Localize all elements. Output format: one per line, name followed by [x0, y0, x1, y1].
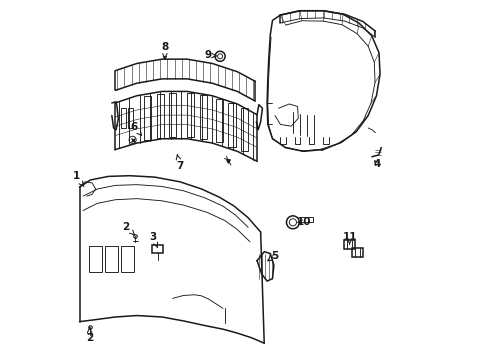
Bar — [228, 103, 235, 147]
Bar — [169, 93, 176, 137]
Bar — [104, 246, 118, 272]
Text: 5: 5 — [267, 251, 278, 261]
Bar — [121, 108, 126, 128]
Text: 7: 7 — [176, 155, 183, 171]
Text: 1: 1 — [72, 171, 84, 186]
Bar — [241, 108, 247, 151]
Text: 6: 6 — [130, 122, 141, 135]
Bar — [351, 248, 362, 257]
Text: 10: 10 — [296, 217, 310, 227]
Bar — [156, 94, 163, 138]
Bar — [215, 99, 223, 143]
Text: 9: 9 — [204, 50, 217, 60]
Text: 3: 3 — [149, 232, 157, 248]
Bar — [344, 240, 354, 249]
Bar — [88, 246, 102, 272]
Text: 2: 2 — [86, 327, 93, 343]
Bar — [199, 95, 206, 139]
Bar — [121, 246, 134, 272]
Text: 2: 2 — [122, 222, 134, 235]
Bar — [152, 245, 163, 253]
Bar — [144, 96, 151, 140]
Text: 4: 4 — [373, 159, 380, 169]
Text: 11: 11 — [342, 232, 356, 244]
Bar — [187, 93, 194, 137]
Text: 8: 8 — [161, 42, 168, 58]
Bar — [128, 108, 133, 128]
